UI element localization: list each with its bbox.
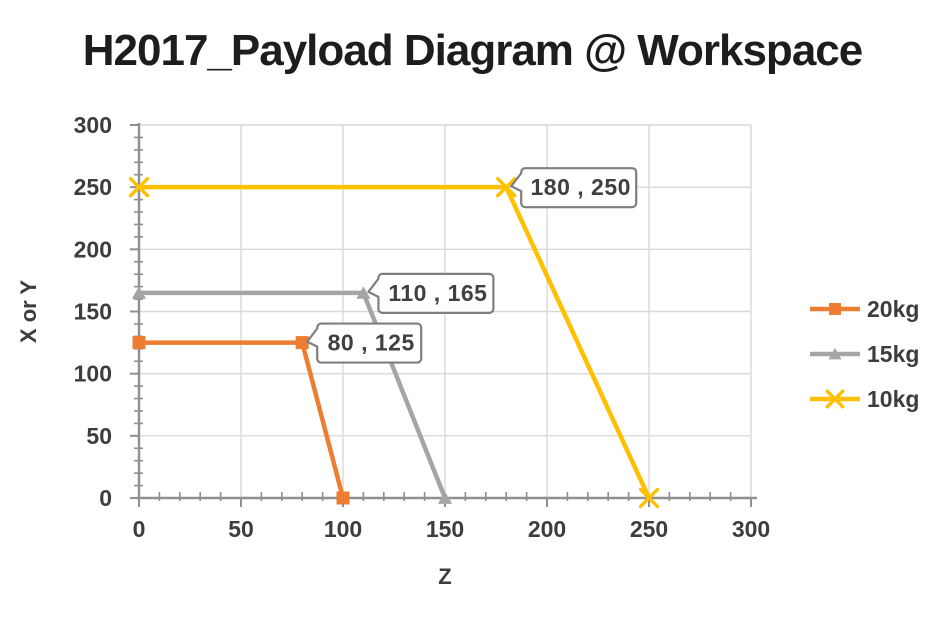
tick-labels: 0 50 100 150 200 250 300 0 50 100 150 200 250 300 Z X o… (16, 112, 770, 589)
series-20kg (132, 336, 350, 505)
legend-label-20kg: 20kg (867, 296, 920, 322)
square-marker (295, 336, 309, 350)
y-tick-label: 50 (86, 423, 112, 449)
legend-marker-20kg (810, 303, 860, 315)
x-axis-title: Z (438, 564, 451, 589)
x-marker (128, 177, 150, 198)
x-tick-label: 150 (426, 516, 464, 542)
chart-title: H2017_Payload Diagram @ Workspace (82, 26, 863, 75)
annotation-180-250: 180 , 250 (510, 167, 638, 209)
legend-label-10kg: 10kg (867, 386, 920, 412)
y-tick-label: 250 (74, 174, 112, 200)
legend-marker-10kg (810, 389, 860, 409)
x-marker (496, 177, 517, 198)
x-tick-label: 250 (630, 516, 668, 542)
legend-item-15kg: 15kg (808, 341, 920, 367)
callout-box (367, 272, 495, 314)
series-15kg (131, 286, 453, 504)
axis-ticks (130, 124, 752, 507)
triangle-marker (437, 491, 453, 504)
legend-marker-15kg (810, 348, 860, 360)
x-tick-label: 300 (732, 516, 770, 542)
x-marker (825, 389, 845, 409)
x-tick-label: 50 (228, 516, 254, 542)
square-marker (132, 336, 146, 350)
legend-label-15kg: 15kg (867, 341, 920, 367)
callout-text: 110 , 165 (388, 280, 487, 306)
callout-box (306, 322, 423, 364)
y-tick-label: 200 (74, 236, 112, 262)
y-tick-label: 150 (74, 299, 112, 325)
callout-box (510, 167, 638, 209)
triangle-marker (356, 286, 371, 299)
annotation-80-125: 80 , 125 (306, 322, 423, 364)
triangle-marker (131, 286, 147, 299)
series (128, 177, 660, 509)
annotations: 80 , 125 110 , 165 180 , 250 (306, 167, 638, 364)
legend-item-20kg: 20kg (808, 296, 920, 322)
x-marker (638, 487, 660, 509)
annotation-110-165: 110 , 165 (367, 272, 495, 314)
square-marker (829, 303, 841, 315)
y-tick-label: 100 (74, 361, 112, 387)
callout-text: 80 , 125 (328, 330, 415, 356)
y-axis-title: X or Y (16, 280, 41, 344)
legend: 20kg 15kg 10kg (808, 296, 920, 412)
x-tick-label: 0 (133, 516, 146, 542)
series-10kg (128, 177, 660, 509)
y-tick-label: 0 (99, 485, 112, 511)
legend-item-10kg: 10kg (808, 386, 920, 412)
callout-text: 180 , 250 (530, 174, 630, 200)
y-tick-label: 300 (74, 112, 112, 138)
square-marker (336, 491, 350, 505)
x-tick-label: 100 (324, 516, 362, 542)
triangle-marker (828, 348, 842, 360)
x-tick-label: 200 (528, 516, 566, 542)
